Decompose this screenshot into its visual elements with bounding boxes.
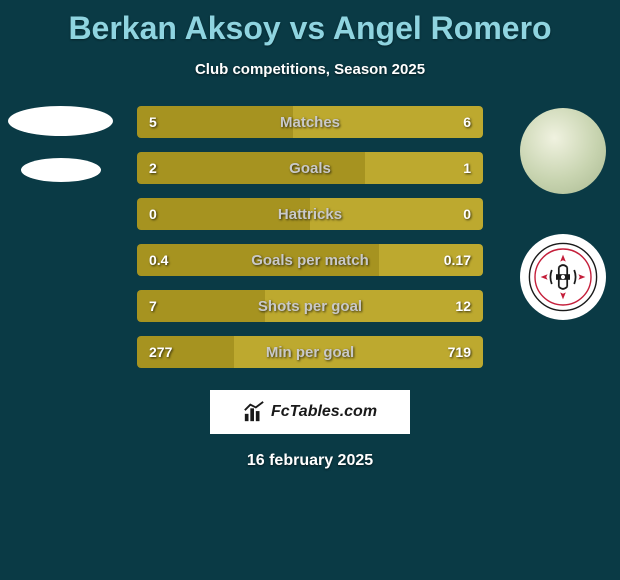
branding-badge: FcTables.com (210, 390, 410, 434)
subtitle: Club competitions, Season 2025 (0, 61, 620, 78)
club-avatar-right (520, 234, 606, 320)
left-avatars (8, 106, 113, 182)
chart-icon (243, 401, 265, 423)
player-avatar-right (520, 108, 606, 194)
stat-value-left: 7 (149, 290, 157, 322)
stat-row: Matches5 6 (137, 106, 483, 138)
stat-value-left: 0 (149, 198, 157, 230)
club-avatar-left (21, 158, 101, 182)
stat-label: Min per goal (137, 336, 483, 368)
right-avatars (515, 108, 610, 320)
stat-label: Hattricks (137, 198, 483, 230)
comparison-content: Matches5 6 Goals2 1 Hattricks0 0 Goals per mat… (0, 106, 620, 368)
stat-row: Min per goal277 719 (137, 336, 483, 368)
stat-value-right: 6 (463, 106, 471, 138)
stat-value-left: 5 (149, 106, 157, 138)
stat-value-left: 0.4 (149, 244, 168, 276)
stat-row: Hattricks0 0 (137, 198, 483, 230)
stat-value-left: 2 (149, 152, 157, 184)
stat-label: Shots per goal (137, 290, 483, 322)
stat-bars: Matches5 6 Goals2 1 Hattricks0 0 Goals per mat… (137, 106, 483, 368)
stat-value-right: 719 (448, 336, 471, 368)
corinthians-logo-icon (528, 242, 598, 312)
stat-row: Shots per goal7 12 (137, 290, 483, 322)
stat-value-right: 12 (455, 290, 471, 322)
branding-text: FcTables.com (271, 403, 377, 421)
stat-row: Goals2 1 (137, 152, 483, 184)
date-text: 16 february 2025 (0, 452, 620, 470)
stat-label: Matches (137, 106, 483, 138)
stat-value-right: 0.17 (444, 244, 471, 276)
stat-label: Goals (137, 152, 483, 184)
stat-value-left: 277 (149, 336, 172, 368)
stat-label: Goals per match (137, 244, 483, 276)
page-title: Berkan Aksoy vs Angel Romero (0, 0, 620, 47)
stat-row: Goals per match0.4 0.17 (137, 244, 483, 276)
player-avatar-left (8, 106, 113, 136)
stat-value-right: 1 (463, 152, 471, 184)
stat-value-right: 0 (463, 198, 471, 230)
